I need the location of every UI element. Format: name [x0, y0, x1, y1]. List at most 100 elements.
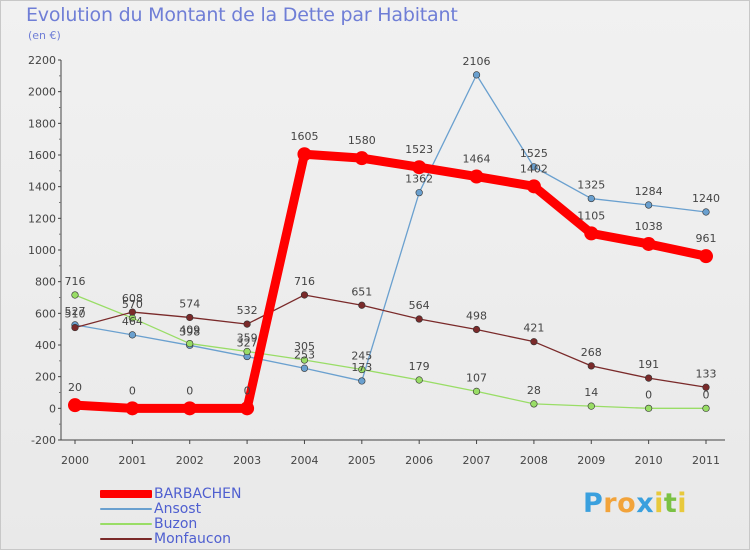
data-label: 574	[179, 297, 200, 310]
data-label: 398	[179, 325, 200, 338]
data-label: 651	[351, 285, 372, 298]
data-point	[702, 208, 710, 216]
data-point	[530, 400, 538, 408]
data-label: 1284	[635, 185, 663, 198]
x-tick-label: 2005	[348, 454, 376, 467]
data-label: 1525	[520, 147, 548, 160]
data-point	[186, 339, 194, 348]
data-point	[472, 387, 481, 395]
data-label: 253	[294, 348, 315, 361]
data-label: 0	[703, 388, 710, 401]
data-label: 359	[237, 331, 258, 344]
data-label: 464	[122, 315, 143, 328]
logo-letter: P	[583, 488, 604, 519]
data-point	[68, 398, 82, 413]
y-tick-label: 1200	[28, 212, 56, 225]
data-point	[645, 201, 653, 209]
data-label: 510	[65, 308, 86, 321]
data-point	[125, 401, 140, 416]
data-label: 0	[129, 384, 136, 397]
proxiti-logo: Proxiti	[583, 488, 687, 519]
data-label: 20	[68, 381, 82, 394]
data-label: 1105	[577, 209, 605, 222]
data-label: 532	[237, 304, 258, 317]
data-label: 570	[122, 298, 143, 311]
legend-label-buzon: Buzon	[154, 516, 198, 532]
data-point	[587, 402, 595, 410]
legend-label-barbachen: BARBACHEN	[154, 486, 242, 502]
data-point	[699, 249, 713, 264]
legend-swatch-barbachen	[100, 490, 152, 498]
data-point	[641, 236, 656, 251]
series-line-ansost	[74, 74, 707, 382]
legend-swatch-monfaucon	[100, 538, 152, 540]
data-point	[645, 374, 653, 382]
y-tick-label: 600	[35, 307, 56, 320]
logo-letter: o	[617, 488, 637, 519]
data-point	[469, 169, 484, 184]
data-label: 608	[122, 292, 143, 305]
data-point	[240, 401, 255, 416]
data-label: 268	[581, 346, 602, 359]
data-label: 1464	[463, 153, 491, 166]
data-label: 716	[294, 275, 315, 288]
x-tick-label: 2011	[692, 454, 720, 467]
data-label: 305	[294, 340, 315, 353]
data-label: 564	[409, 299, 430, 312]
data-label: 498	[466, 309, 487, 322]
data-label: 421	[523, 322, 544, 335]
data-point	[300, 364, 309, 372]
data-label: 716	[65, 275, 86, 288]
data-label: 107	[466, 371, 487, 384]
data-point	[530, 163, 538, 171]
legend-swatch-ansost	[100, 508, 152, 510]
data-point	[182, 401, 197, 416]
data-label: 14	[584, 386, 598, 399]
data-point	[415, 189, 423, 197]
legend-item-monfaucon: Monfaucon	[100, 531, 300, 547]
data-point	[186, 313, 194, 322]
data-point	[530, 338, 538, 346]
legend-item-barbachen: BARBACHEN	[100, 486, 300, 502]
data-point	[702, 383, 710, 391]
y-tick-label: 1000	[28, 244, 56, 257]
logo-letter: i	[654, 488, 664, 519]
data-label: 1038	[635, 220, 663, 233]
data-label: 1240	[692, 192, 720, 205]
series-line-monfaucon	[74, 294, 707, 388]
data-label: 0	[186, 384, 193, 397]
data-point	[412, 160, 427, 175]
data-point	[645, 404, 653, 412]
data-label: 961	[696, 232, 717, 245]
logo-letter: i	[677, 488, 688, 519]
y-tick-label: 1400	[28, 181, 56, 194]
data-point	[702, 404, 710, 412]
data-label: 245	[351, 350, 372, 363]
x-tick-label: 2006	[405, 454, 433, 467]
data-point	[526, 179, 541, 194]
data-label: 1325	[577, 179, 605, 192]
data-point	[128, 308, 136, 316]
chart-title: Evolution du Montant de la Dette par Hab…	[26, 4, 458, 26]
data-point	[472, 325, 481, 334]
data-point	[587, 194, 595, 203]
x-tick-label: 2001	[118, 454, 146, 467]
y-tick-label: 1800	[28, 117, 56, 130]
data-label: 327	[237, 337, 258, 350]
data-label: 133	[696, 367, 717, 380]
data-point	[71, 323, 79, 332]
y-tick-label: 2000	[28, 86, 56, 99]
data-label: 28	[527, 384, 541, 397]
chart-unit: (en €)	[28, 29, 61, 42]
y-tick-label: 0	[49, 402, 56, 415]
data-label: 1580	[348, 134, 376, 147]
x-tick-label: 2007	[463, 454, 491, 467]
data-label: 1402	[520, 162, 548, 175]
logo-letter: t	[663, 488, 678, 519]
series-line-barbachen	[70, 149, 711, 413]
data-label: 191	[638, 358, 659, 371]
data-point	[354, 151, 369, 166]
data-point	[358, 377, 366, 385]
